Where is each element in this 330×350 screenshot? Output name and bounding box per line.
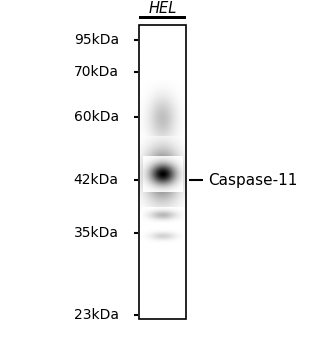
Text: 70kDa: 70kDa <box>74 65 119 79</box>
Text: 35kDa: 35kDa <box>74 226 119 240</box>
Text: 42kDa: 42kDa <box>74 173 119 187</box>
Text: 60kDa: 60kDa <box>74 110 119 124</box>
Text: Caspase-11: Caspase-11 <box>208 173 297 188</box>
Text: 95kDa: 95kDa <box>74 33 119 47</box>
Bar <box>139 25 186 318</box>
Text: 23kDa: 23kDa <box>74 308 119 322</box>
Bar <box>139 25 186 318</box>
Bar <box>139 16 186 19</box>
Text: HEL: HEL <box>148 1 177 16</box>
